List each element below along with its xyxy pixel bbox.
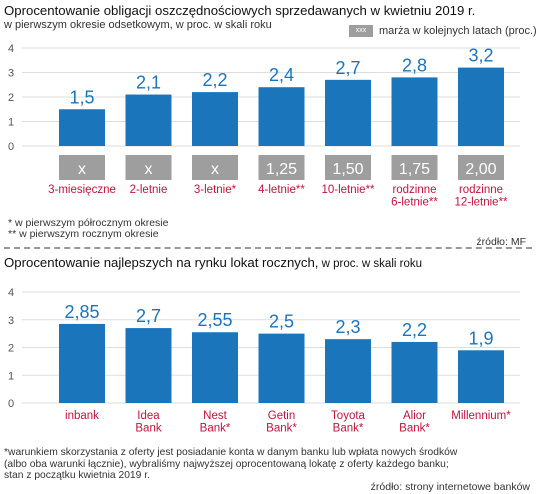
chart1-bar xyxy=(192,92,238,146)
chart2-category-label: Alior xyxy=(403,410,426,422)
chart1-note-2: ** w pierwszym rocznym okresie xyxy=(8,228,159,240)
chart2-value-label: 1,9 xyxy=(468,328,493,348)
chart2-bar xyxy=(125,328,172,403)
chart2-footnote-line-1: *warunkiem skorzystania z oferty jest po… xyxy=(4,447,458,458)
chart1-category-label: 10-letnie** xyxy=(321,184,375,196)
chart2-source: źródło: strony internetowe banków xyxy=(370,481,530,493)
chart2-category-label: Bank* xyxy=(266,423,297,435)
chart2-category-label: inbank xyxy=(65,410,99,422)
chart1-y-tick-label: 3 xyxy=(8,68,14,80)
chart2-category-label: Bank* xyxy=(399,423,430,435)
chart1-category-label: 12-letnie** xyxy=(454,197,508,209)
chart1-margin-box xyxy=(258,155,305,180)
chart1-margin-label: 1,50 xyxy=(332,161,363,178)
chart1-bar xyxy=(59,109,105,146)
chart1-margin-box xyxy=(391,155,438,180)
chart2-value-label: 2,55 xyxy=(197,310,232,330)
chart1-category-label: rodzinne xyxy=(392,184,436,196)
chart1-value-label: 1,5 xyxy=(69,87,94,107)
chart2-category-label: Millennium* xyxy=(451,410,511,422)
chart1-bar xyxy=(391,77,438,146)
chart1-value-label: 2,1 xyxy=(136,73,161,93)
chart2-footnote: *warunkiem skorzystania z oferty jest po… xyxy=(4,447,534,482)
chart1-value-label: 2,7 xyxy=(335,58,360,78)
chart2-category-label: Idea xyxy=(137,410,160,422)
chart2-y-tick-label: 3 xyxy=(8,315,14,327)
chart2-title-rest: w proc. w skali roku xyxy=(318,258,422,270)
chart2-y-tick-label: 0 xyxy=(8,398,14,410)
chart2-category-label: Nest xyxy=(203,410,227,422)
chart2-value-label: 2,85 xyxy=(64,302,99,322)
chart2-bar xyxy=(325,339,371,403)
legend-margin-swatch: xxx xyxy=(349,25,373,38)
chart1-margin-label: x xyxy=(145,161,153,178)
chart1-legend: xxx marża w kolejnych latach (proc.) xyxy=(349,25,536,38)
chart1-y-tick-label: 4 xyxy=(8,43,14,55)
chart2-y-tick-label: 1 xyxy=(8,370,14,382)
chart1-margin-label: x xyxy=(78,161,86,178)
chart1-category-label: 4-letnie** xyxy=(258,184,305,196)
chart1-value-label: 2,2 xyxy=(202,70,227,90)
chart2-bar xyxy=(458,350,504,403)
chart1-value-label: 2,8 xyxy=(402,55,427,75)
chart1-y-tick-label: 0 xyxy=(8,141,14,153)
chart1-margin-box xyxy=(59,155,105,180)
chart2-value-label: 2,7 xyxy=(136,306,161,326)
chart1-bar xyxy=(458,67,504,146)
chart2-category-label: Getin xyxy=(268,410,296,422)
chart2-value-label: 2,5 xyxy=(269,312,294,332)
chart1-source: źródło: MF xyxy=(476,236,526,248)
chart1-category-label: rodzinne xyxy=(459,184,503,196)
chart1-bar xyxy=(258,87,305,146)
chart1-category-label: 3-letnie* xyxy=(194,184,237,196)
chart2-bar xyxy=(258,333,305,403)
chart2-category-label: Bank* xyxy=(200,423,231,435)
chart2-bar xyxy=(59,323,105,403)
chart1-value-label: 3,2 xyxy=(468,46,493,66)
chart1-margin-label: 2,00 xyxy=(465,161,496,178)
section-divider xyxy=(4,247,532,249)
chart2-category-label: Bank xyxy=(135,423,161,435)
chart2-footnote-line-3: stan z początku kwietnia 2019 r. xyxy=(4,470,150,481)
chart2-y-tick-label: 4 xyxy=(8,287,14,299)
chart1-y-tick-label: 1 xyxy=(8,117,14,129)
chart1-margin-box xyxy=(125,155,172,180)
chart1-bar xyxy=(325,79,371,146)
chart1-margin-label: 1,25 xyxy=(266,161,297,178)
chart2-title-bold: Oprocentowanie najlepszych na rynku loka… xyxy=(4,255,319,270)
chart2-title: Oprocentowanie najlepszych na rynku loka… xyxy=(4,255,422,270)
chart1-category-label: 2-letnie xyxy=(130,184,168,196)
chart2-value-label: 2,2 xyxy=(402,320,427,340)
chart1-margin-label: x xyxy=(211,161,219,178)
chart1-category-label: 6-letnie** xyxy=(391,197,438,209)
chart1-margin-box xyxy=(325,155,371,180)
chart1-plot: 0 1 2 3 4 1,5 x 3-miesięczne 2,1 x 2-letnie 2,2 x 3-l… xyxy=(8,43,520,209)
chart1-title: Oprocentowanie obligacji oszczędnościowy… xyxy=(4,3,476,18)
chart1-margin-box xyxy=(458,155,504,180)
chart1-margin-label: 1,75 xyxy=(399,161,430,178)
chart1-note-1: * w pierwszym półrocznym okresie xyxy=(8,217,169,229)
chart1-value-label: 2,4 xyxy=(269,65,294,85)
chart2-y-tick-label: 2 xyxy=(8,343,14,355)
legend-label: marża w kolejnych latach (proc.) xyxy=(379,25,536,37)
chart2-category-label: Bank* xyxy=(333,423,364,435)
chart2-bar xyxy=(192,332,238,403)
chart1-category-label: 3-miesięczne xyxy=(48,184,116,196)
chart1-bar xyxy=(125,94,172,146)
chart1-subtitle: w pierwszym okresie odsetkowym, w proc. … xyxy=(4,19,272,31)
chart2-bar xyxy=(391,341,438,403)
chart1-margin-box xyxy=(192,155,238,180)
chart2-plot: 012342,85inbank2,7IdeaBank2,55NestBank*2… xyxy=(8,287,520,435)
chart2-value-label: 2,3 xyxy=(335,317,360,337)
chart2-category-label: Toyota xyxy=(331,410,365,422)
chart2-footnote-line-2: (albo oba warunki łącznie), wybraliśmy n… xyxy=(4,458,449,470)
chart1-y-tick-label: 2 xyxy=(8,92,14,104)
